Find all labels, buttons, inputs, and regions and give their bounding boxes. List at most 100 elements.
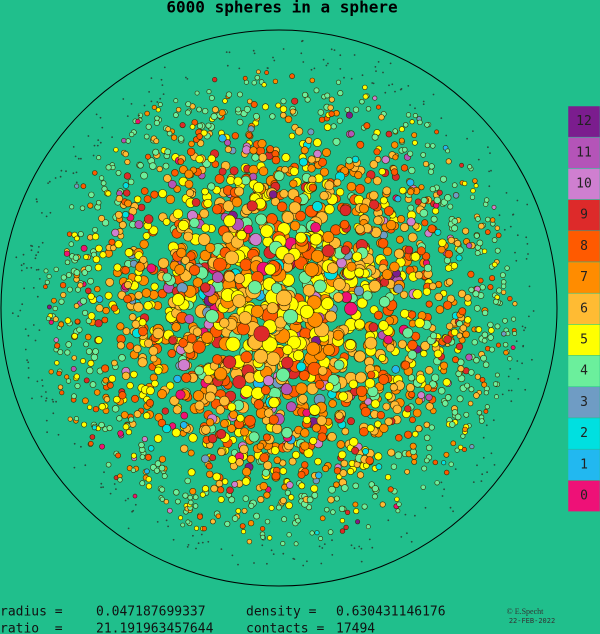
stat-value: 17494 [336, 622, 375, 634]
sphere [295, 517, 301, 524]
sphere [214, 173, 225, 184]
sphere-dot [99, 116, 102, 119]
sphere [340, 245, 351, 255]
sphere [291, 97, 299, 105]
sphere-dot [143, 104, 146, 107]
sphere [406, 217, 416, 227]
sphere [443, 300, 453, 310]
sphere [91, 425, 97, 431]
sphere [133, 195, 142, 204]
sphere [430, 215, 438, 223]
sphere [295, 127, 304, 136]
sphere [404, 430, 413, 439]
sphere-dot [498, 214, 501, 217]
sphere [443, 335, 452, 344]
sphere [135, 118, 141, 125]
sphere-dot [516, 234, 519, 237]
sphere [241, 529, 247, 535]
sphere [507, 356, 513, 362]
sphere [399, 186, 407, 195]
sphere-dot [527, 253, 529, 255]
sphere-dot [521, 362, 523, 365]
sphere-dot [30, 266, 33, 269]
sphere [113, 395, 121, 404]
sphere [74, 382, 81, 389]
sphere [440, 175, 447, 183]
sphere [249, 233, 262, 246]
sphere [145, 476, 152, 483]
sphere [385, 130, 393, 138]
sphere [465, 353, 473, 361]
sphere [387, 486, 394, 493]
sphere-dot [510, 400, 513, 403]
sphere [248, 431, 260, 443]
sphere [378, 114, 385, 121]
sphere [371, 133, 379, 141]
sphere [187, 147, 196, 156]
sphere [481, 331, 489, 338]
sphere [354, 171, 363, 180]
sphere [347, 417, 355, 426]
sphere [364, 378, 376, 389]
sphere-dot [52, 400, 55, 403]
sphere [495, 342, 501, 348]
sphere [205, 242, 216, 253]
sphere [157, 389, 167, 399]
sphere [166, 381, 175, 390]
sphere [297, 470, 306, 479]
sphere [411, 458, 418, 465]
sphere [194, 90, 200, 96]
sphere [416, 246, 426, 256]
sphere [246, 454, 255, 463]
sphere [295, 382, 308, 395]
sphere [261, 82, 267, 88]
sphere [124, 280, 132, 289]
sphere [133, 302, 144, 313]
sphere [189, 124, 196, 130]
sphere [211, 160, 220, 168]
sphere [462, 227, 470, 235]
sphere-dot [443, 488, 445, 491]
sphere [226, 175, 236, 185]
sphere [43, 268, 49, 274]
sphere [314, 530, 320, 536]
sphere [194, 525, 200, 531]
sphere [446, 322, 454, 330]
sphere [226, 486, 234, 494]
sphere [288, 457, 297, 466]
sphere [161, 473, 168, 479]
sphere [324, 507, 330, 513]
sphere [159, 486, 166, 493]
sphere [280, 98, 287, 105]
sphere [232, 375, 246, 389]
sphere [44, 279, 50, 285]
sphere [206, 418, 215, 427]
sphere [449, 421, 456, 428]
sphere [105, 190, 112, 197]
sphere [123, 172, 131, 180]
sphere [124, 248, 134, 257]
sphere [135, 262, 145, 272]
sphere [354, 318, 366, 330]
sphere [158, 189, 167, 198]
sphere [178, 515, 183, 521]
sphere-dot [486, 471, 488, 474]
sphere [375, 463, 383, 471]
sphere [46, 273, 52, 279]
sphere [157, 418, 166, 428]
sphere-dot [35, 269, 38, 271]
sphere [430, 332, 438, 340]
sphere [251, 153, 260, 162]
sphere [407, 232, 418, 243]
sphere-dot [54, 177, 57, 179]
sphere [164, 148, 171, 156]
sphere [472, 178, 478, 184]
sphere [148, 225, 159, 236]
sphere [431, 373, 440, 382]
sphere [474, 250, 481, 256]
sphere [200, 129, 208, 137]
sphere [79, 205, 86, 211]
sphere [438, 238, 447, 248]
sphere [87, 202, 94, 209]
sphere [327, 432, 337, 442]
